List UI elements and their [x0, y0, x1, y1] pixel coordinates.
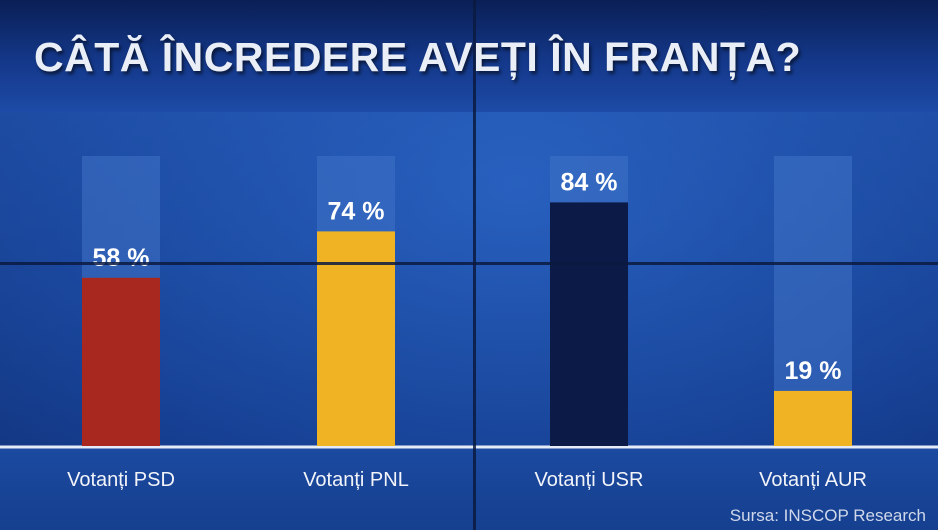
- category-label: Votanți PNL: [303, 469, 409, 491]
- bar-value-label: 74 %: [328, 197, 385, 225]
- screen-seam-vertical: [473, 0, 476, 530]
- chart-title: CÂTĂ ÎNCREDERE AVEȚI ÎN FRANȚA?: [34, 34, 802, 80]
- footer-band: [0, 448, 938, 530]
- bar-value-label: 84 %: [561, 168, 618, 196]
- bar-votan-i-psd: [82, 277, 160, 446]
- category-label: Votanți AUR: [759, 469, 867, 491]
- header-band: [0, 0, 938, 112]
- bar-votan-i-aur: [774, 390, 852, 446]
- category-label: Votanți USR: [535, 469, 644, 491]
- screen-seam-horizontal: [0, 262, 938, 265]
- category-label: Votanți PSD: [67, 469, 175, 491]
- bar-value-label: 19 %: [785, 357, 842, 385]
- bar-votan-i-usr: [550, 202, 628, 446]
- bar-votan-i-pnl: [317, 231, 395, 446]
- bar-value-label: 58 %: [93, 244, 150, 272]
- source-note: Sursa: INSCOP Research: [729, 506, 926, 525]
